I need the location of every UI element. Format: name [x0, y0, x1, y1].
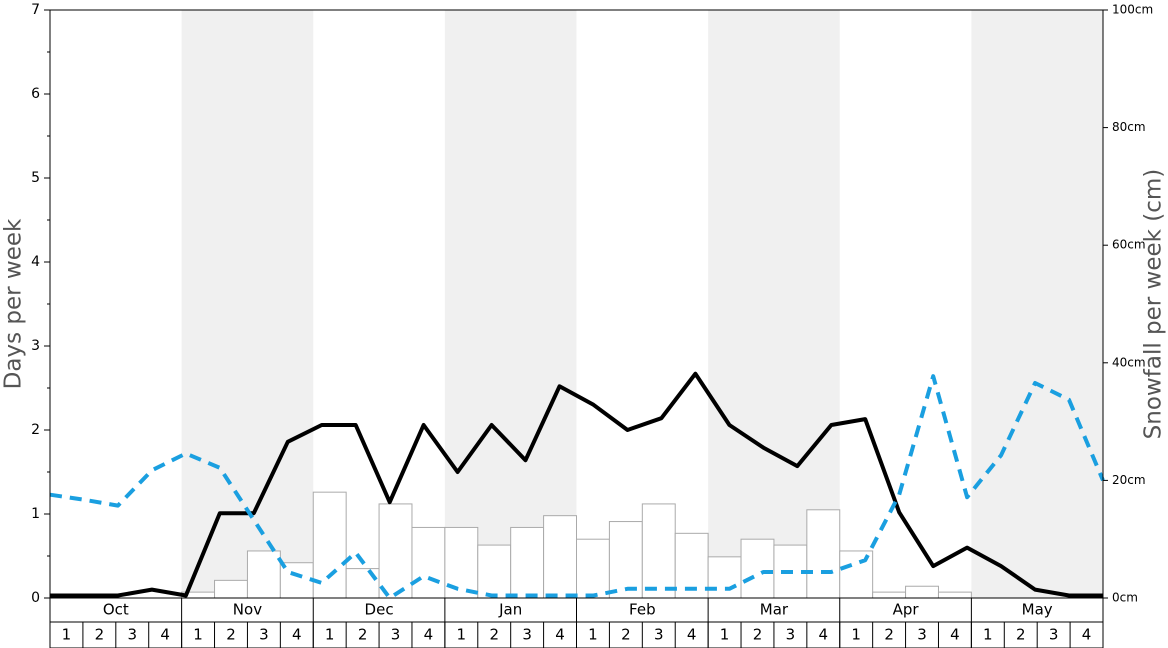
snowfall-bar: [905, 585, 939, 599]
week-label: 3: [917, 626, 927, 644]
snowfall-bar: [872, 591, 907, 599]
y2-tick-label: 60cm: [1112, 238, 1146, 252]
week-label: 4: [555, 626, 565, 644]
week-label: 3: [654, 626, 664, 644]
y-tick-label: 3: [31, 338, 40, 354]
week-label: 1: [457, 626, 467, 644]
week-label: 2: [753, 626, 763, 644]
month-shade: [181, 10, 314, 598]
month-shade: [971, 10, 1103, 598]
week-label: 2: [884, 626, 894, 644]
month-shade: [708, 10, 840, 598]
y2-tick-label: 20cm: [1112, 473, 1146, 487]
snowfall-bar: [543, 515, 577, 599]
snowfall-bar: [937, 591, 972, 599]
solid-line: [50, 371, 1103, 598]
week-label: 1: [62, 626, 72, 644]
snowfall-bar: [279, 562, 314, 599]
week-label: 1: [720, 626, 730, 644]
snowfall-bar: [641, 503, 676, 599]
week-label: 4: [950, 626, 960, 644]
week-label: 4: [819, 626, 829, 644]
y2-tick-label: 100cm: [1112, 3, 1153, 17]
week-label: 1: [193, 626, 203, 644]
snowfall-bar: [246, 550, 281, 599]
month-label: Mar: [760, 601, 789, 619]
month-label: Jan: [498, 601, 522, 619]
y-tick-label: 2: [31, 422, 40, 438]
y2-tick-label: 80cm: [1112, 120, 1146, 134]
week-label: 3: [127, 626, 137, 644]
week-label: 4: [160, 626, 170, 644]
month-label: Apr: [893, 601, 920, 619]
snowfall-bar: [345, 568, 380, 599]
snowfall-bar: [806, 509, 841, 599]
snowfall-bar: [608, 521, 643, 599]
week-label: 1: [325, 626, 335, 644]
week-label: 4: [687, 626, 697, 644]
y2-tick-label: 40cm: [1112, 355, 1146, 369]
snowfall-bar: [378, 503, 413, 599]
snowfall-bar: [477, 544, 512, 599]
month-label: Dec: [365, 601, 394, 619]
snowfall-bar: [214, 579, 248, 599]
snowfall-bar: [576, 538, 610, 599]
week-label: 1: [983, 626, 993, 644]
y-tick-label: 4: [31, 254, 40, 270]
snowfall-bar: [740, 538, 775, 599]
y-tick-label: 1: [31, 506, 40, 522]
y2-axis-label: Snowfall per week (cm): [1141, 169, 1167, 440]
y2-tick-label: 0cm: [1112, 591, 1138, 605]
y-tick-label: 7: [31, 2, 40, 18]
week-label: 2: [1016, 626, 1026, 644]
week-label: 2: [489, 626, 499, 644]
week-label: 3: [391, 626, 401, 644]
week-label: 1: [588, 626, 598, 644]
week-label: 2: [226, 626, 236, 644]
y-tick-label: 6: [31, 86, 40, 102]
dashed-line: [49, 374, 1105, 600]
week-label: 4: [292, 626, 302, 644]
week-label: 4: [424, 626, 434, 644]
month-label: May: [1022, 601, 1053, 619]
week-label: 2: [358, 626, 368, 644]
month-shade: [444, 10, 577, 598]
week-label: 2: [621, 626, 631, 644]
week-label: 4: [1082, 626, 1092, 644]
week-label: 2: [95, 626, 105, 644]
y-axis-label: Days per week: [1, 218, 27, 389]
month-label: Oct: [103, 601, 129, 619]
week-label: 3: [522, 626, 532, 644]
week-label: 3: [786, 626, 796, 644]
y-tick-label: 0: [31, 590, 40, 606]
month-label: Feb: [629, 601, 656, 619]
snowfall-bar: [707, 556, 742, 599]
snowfall-bar: [411, 526, 446, 599]
snowfall-bar: [510, 526, 545, 599]
week-label: 3: [259, 626, 269, 644]
y-tick-label: 5: [31, 170, 40, 186]
week-label: 3: [1049, 626, 1059, 644]
week-label: 1: [851, 626, 861, 644]
month-label: Nov: [233, 601, 262, 619]
